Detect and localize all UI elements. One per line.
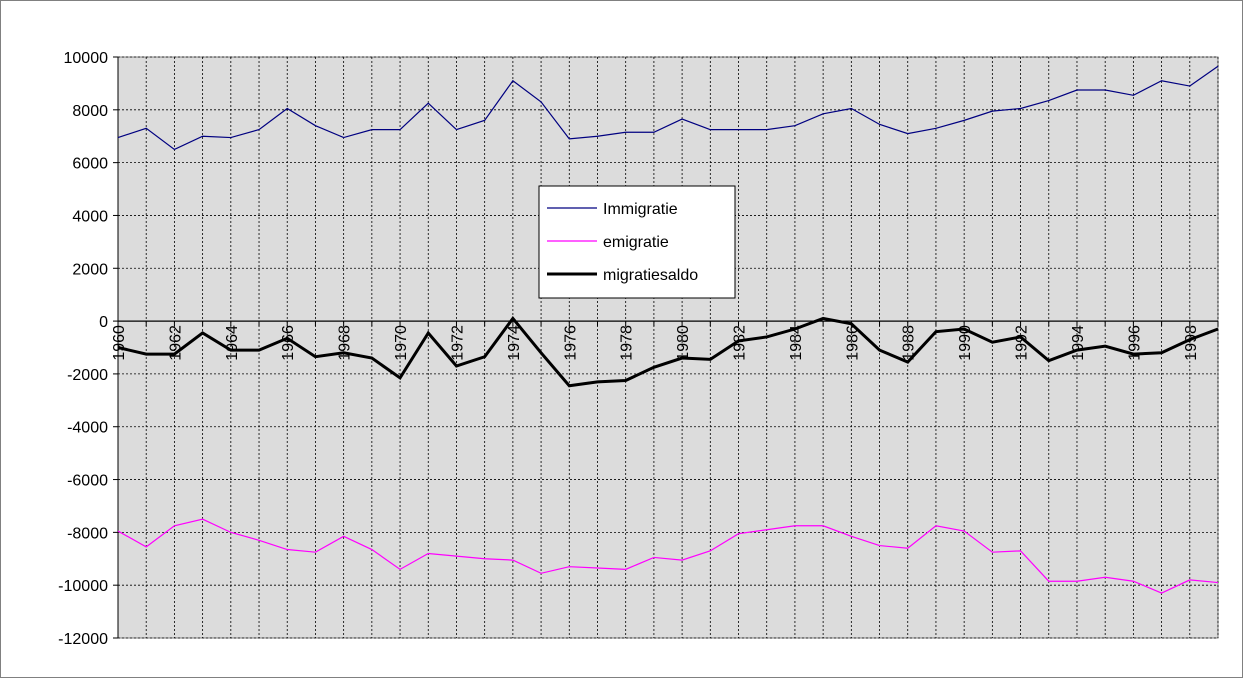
y-tick-label: 10000 <box>64 50 109 67</box>
x-tick-label: 1996 <box>1126 325 1143 361</box>
x-tick-label: 1972 <box>449 325 466 361</box>
x-tick-label: 1992 <box>1014 325 1031 361</box>
series-line-migratiesaldo <box>117 316 1219 388</box>
legend-label: migratiesaldo <box>603 267 698 284</box>
x-tick-label: 1976 <box>562 325 579 361</box>
x-tick-label: 1978 <box>619 325 636 361</box>
y-tick-labels: 10000 8000 6000 4000 2000 0 -2000 -4000 -6000 -80… <box>58 50 108 648</box>
x-tick-label: 1986 <box>844 325 861 361</box>
x-tick-label: 1988 <box>901 325 918 361</box>
x-tick-label: 1998 <box>1183 325 1200 361</box>
legend-box <box>538 185 736 299</box>
y-tick-label: 0 <box>99 314 108 331</box>
x-tick-label: 1960 <box>111 325 128 361</box>
x-tick-label: 1966 <box>280 325 297 361</box>
x-tick-label: 1990 <box>957 325 974 361</box>
x-tick-label: 1984 <box>788 325 805 361</box>
x-tick-label: 1968 <box>337 325 354 361</box>
series-lines <box>117 65 1219 594</box>
y-tick-label: 4000 <box>72 208 108 225</box>
grid <box>117 56 1219 639</box>
x-tick-label: 1980 <box>675 325 692 361</box>
legend-label: Immigratie <box>603 201 678 218</box>
y-tick-label: 6000 <box>72 156 108 173</box>
x-tick-label: 1974 <box>506 325 523 361</box>
y-tick-label: 8000 <box>72 103 108 120</box>
legend-label: emigratie <box>603 234 669 251</box>
x-tick-label: 1964 <box>224 325 241 361</box>
x-tick-label: 1982 <box>732 325 749 361</box>
y-tick-label: -2000 <box>67 367 108 384</box>
y-tick-label: -6000 <box>67 473 108 490</box>
x-tick-labels: 1960 1962 1964 1966 1968 1970 1972 1974 1976 1978… <box>111 325 1200 361</box>
y-tick-label: -4000 <box>67 420 108 437</box>
series-line-immigratie <box>117 65 1219 151</box>
x-tick-label: 1962 <box>167 325 184 361</box>
y-tick-label: -10000 <box>58 578 108 595</box>
y-tick-label: -12000 <box>58 631 108 648</box>
y-tick-label: 2000 <box>72 261 108 278</box>
legend: Immigratie emigratie migratiesaldo <box>538 185 736 299</box>
x-tick-label: 1994 <box>1070 325 1087 361</box>
y-tick-label: -8000 <box>67 525 108 542</box>
series-line-emigratie <box>117 518 1219 594</box>
x-tick-label: 1970 <box>393 325 410 361</box>
